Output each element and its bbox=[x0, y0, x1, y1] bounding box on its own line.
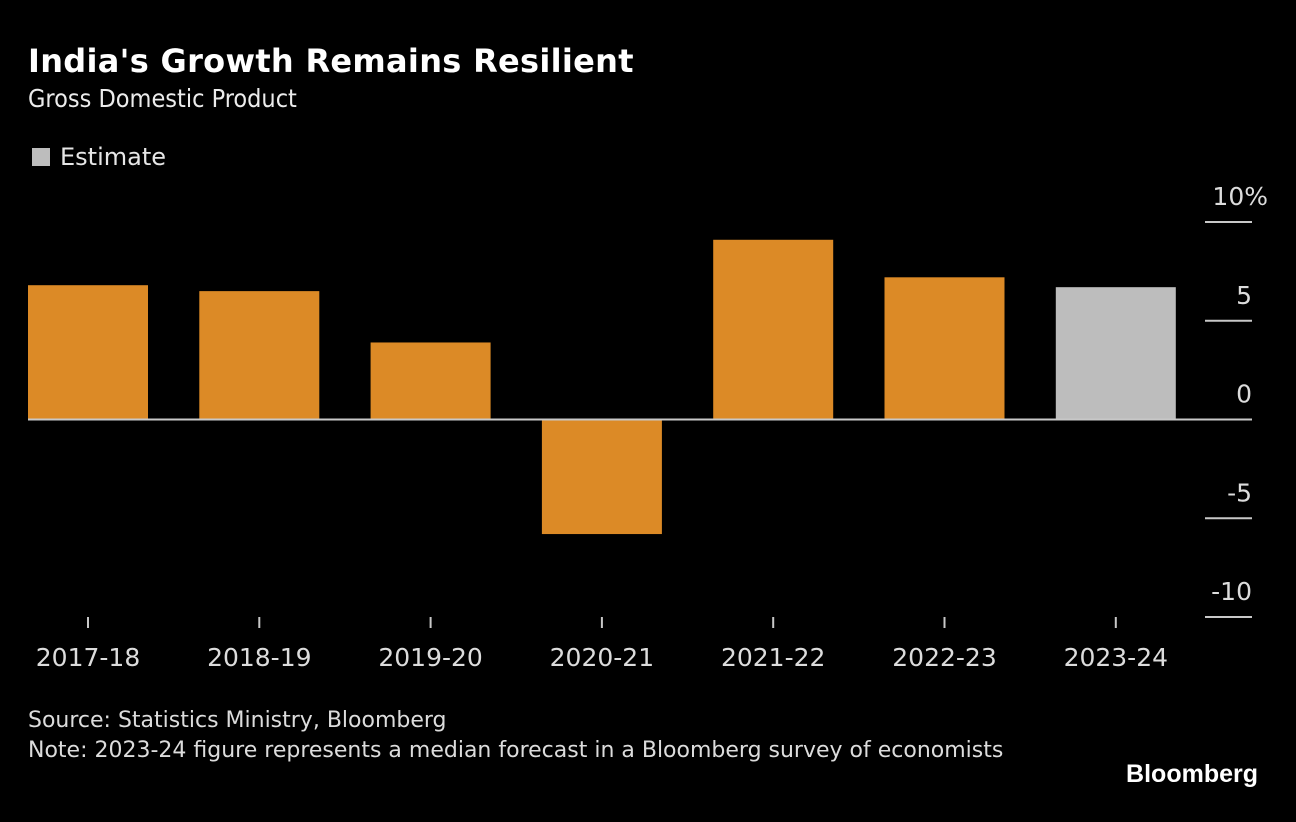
legend-label-estimate: Estimate bbox=[60, 143, 167, 171]
y-tick-label-5: 5 bbox=[1236, 281, 1252, 310]
y-tick-label--5: -5 bbox=[1227, 478, 1252, 507]
bar-2021-22 bbox=[713, 239, 834, 420]
x-tick-label-2020-21: 2020-21 bbox=[550, 643, 654, 672]
x-tick-label-2022-23: 2022-23 bbox=[892, 643, 996, 672]
x-tick-label-2017-18: 2017-18 bbox=[36, 643, 140, 672]
bar-2018-19 bbox=[199, 291, 320, 420]
bloomberg-logo: Bloomberg bbox=[1126, 760, 1258, 788]
y-tick-label-0: 0 bbox=[1236, 380, 1252, 409]
note-text: Note: 2023-24 figure represents a median… bbox=[28, 738, 1004, 763]
y-tick-label--10: -10 bbox=[1211, 577, 1252, 606]
chart-subtitle: Gross Domestic Product bbox=[28, 84, 297, 113]
bar-2023-24 bbox=[1055, 287, 1176, 420]
x-tick-label-2021-22: 2021-22 bbox=[721, 643, 825, 672]
x-tick-label-2018-19: 2018-19 bbox=[207, 643, 311, 672]
bar-2020-21 bbox=[541, 419, 662, 535]
bar-2019-20 bbox=[370, 342, 491, 420]
chart-footer: Source: Statistics Ministry, Bloomberg N… bbox=[28, 706, 1008, 766]
source-text: Source: Statistics Ministry, Bloomberg bbox=[28, 708, 447, 733]
x-tick-label-2023-24: 2023-24 bbox=[1064, 643, 1168, 672]
x-tick-label-2019-20: 2019-20 bbox=[378, 643, 482, 672]
y-tick-label-10: 10% bbox=[1212, 182, 1268, 211]
bar-2022-23 bbox=[884, 277, 1005, 420]
chart-title: India's Growth Remains Resilient bbox=[28, 42, 634, 80]
legend-swatch-estimate bbox=[32, 148, 50, 166]
bar-2017-18 bbox=[28, 285, 148, 420]
legend: Estimate bbox=[32, 143, 166, 171]
